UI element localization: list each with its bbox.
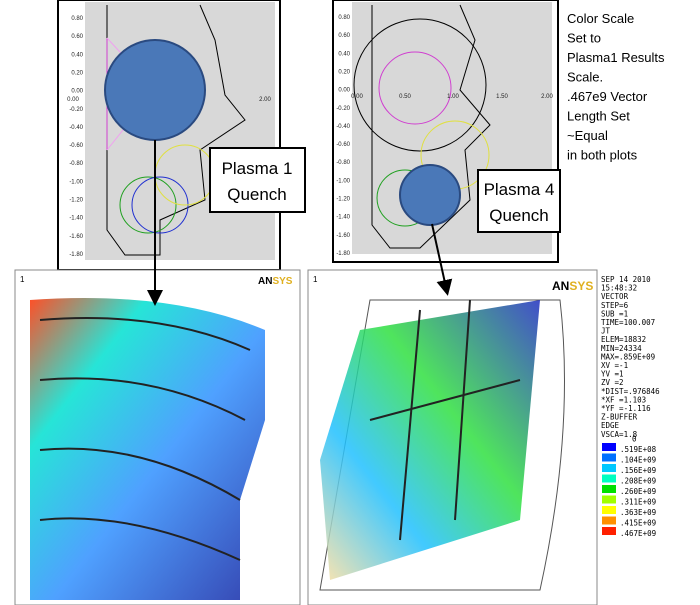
- y-tick-label: -0.40: [336, 124, 350, 130]
- x-tick-label: 0.00: [67, 97, 79, 103]
- color-swatch: [602, 527, 616, 535]
- window-number: 1: [20, 275, 25, 284]
- y-tick-label: -0.60: [69, 143, 83, 149]
- x-tick-label: 2.00: [541, 94, 553, 100]
- color-swatch: [602, 475, 616, 483]
- y-tick-label: 0.60: [71, 34, 83, 40]
- note-line: .467e9 Vector: [567, 89, 648, 104]
- y-tick-label: -0.80: [69, 161, 83, 167]
- scale-label: .519E+08: [620, 445, 657, 454]
- note-line: in both plots: [567, 148, 638, 163]
- note-line: Scale.: [567, 70, 603, 85]
- scale-label: 0: [632, 435, 637, 444]
- scale-label: .415E+09: [620, 519, 656, 528]
- y-tick-label: -0.20: [336, 106, 350, 112]
- y-tick-label: -1.60: [336, 233, 350, 239]
- y-tick-label: -1.00: [336, 178, 350, 184]
- callout-text: Plasma 4: [484, 180, 555, 199]
- y-tick-label: -1.60: [69, 234, 83, 240]
- y-tick-label: -1.40: [69, 216, 83, 222]
- scale-label: .467E+09: [620, 529, 656, 538]
- note-line: Length Set: [567, 109, 630, 124]
- y-tick-label: 0.20: [71, 70, 83, 76]
- page: 0.800.600.400.200.00-0.20-0.40-0.60-0.80…: [0, 0, 700, 605]
- note-line: Set to: [567, 31, 601, 46]
- note-line: Plasma1 Results: [567, 50, 665, 65]
- color-swatch: [602, 485, 616, 493]
- color-swatch: [602, 496, 616, 504]
- x-tick-label: 0.00: [351, 94, 363, 100]
- y-tick-label: 0.00: [338, 88, 350, 94]
- y-tick-label: 0.40: [338, 51, 350, 57]
- color-swatch: [602, 464, 616, 472]
- y-tick-label: -0.20: [69, 107, 83, 113]
- y-tick-label: 0.00: [71, 89, 83, 95]
- window-number: 1: [313, 275, 318, 284]
- right-result: 1 ANSYS: [308, 270, 597, 605]
- y-tick-label: -1.40: [336, 215, 350, 221]
- y-tick-label: -1.80: [69, 252, 83, 258]
- y-tick-label: 0.20: [338, 69, 350, 75]
- scale-label: .104E+09: [620, 456, 656, 465]
- color-swatch: [602, 443, 616, 451]
- y-tick-label: -1.20: [69, 198, 83, 204]
- top-left-plot: [58, 0, 280, 270]
- color-swatch: [602, 517, 616, 525]
- y-tick-label: -1.00: [69, 179, 83, 185]
- y-tick-label: 0.40: [71, 52, 83, 58]
- y-tick-label: -1.80: [336, 251, 350, 257]
- color-swatch: [602, 506, 616, 514]
- logo: ANSYS: [552, 279, 593, 293]
- y-tick-label: 0.80: [71, 16, 83, 22]
- y-tick-label: -0.80: [336, 160, 350, 166]
- scale-label: .156E+09: [620, 466, 656, 475]
- x-tick-label: 0.50: [399, 94, 411, 100]
- scale-label: .363E+09: [620, 508, 656, 517]
- scale-label: .208E+09: [620, 477, 656, 486]
- callout-text: Quench: [489, 206, 549, 225]
- y-tick-label: -0.40: [69, 125, 83, 131]
- logo: ANSYS: [258, 276, 293, 287]
- left-result: 1 ANSYS: [15, 270, 300, 605]
- scale-label: .260E+09: [620, 487, 656, 496]
- callout-text: Quench: [227, 185, 287, 204]
- y-tick-label: -1.20: [336, 197, 350, 203]
- color-swatch: [602, 454, 616, 462]
- y-tick-label: 0.60: [338, 33, 350, 39]
- x-tick-label: 2.00: [259, 97, 271, 103]
- y-tick-label: 0.80: [338, 15, 350, 21]
- x-tick-label: 1.50: [496, 94, 508, 100]
- scale-label: .311E+09: [620, 498, 656, 507]
- note-line: ~Equal: [567, 128, 608, 143]
- note-line: Color Scale: [567, 11, 634, 26]
- callout-text: Plasma 1: [222, 159, 293, 178]
- x-tick-label: 1.00: [447, 94, 459, 100]
- y-tick-label: -0.60: [336, 142, 350, 148]
